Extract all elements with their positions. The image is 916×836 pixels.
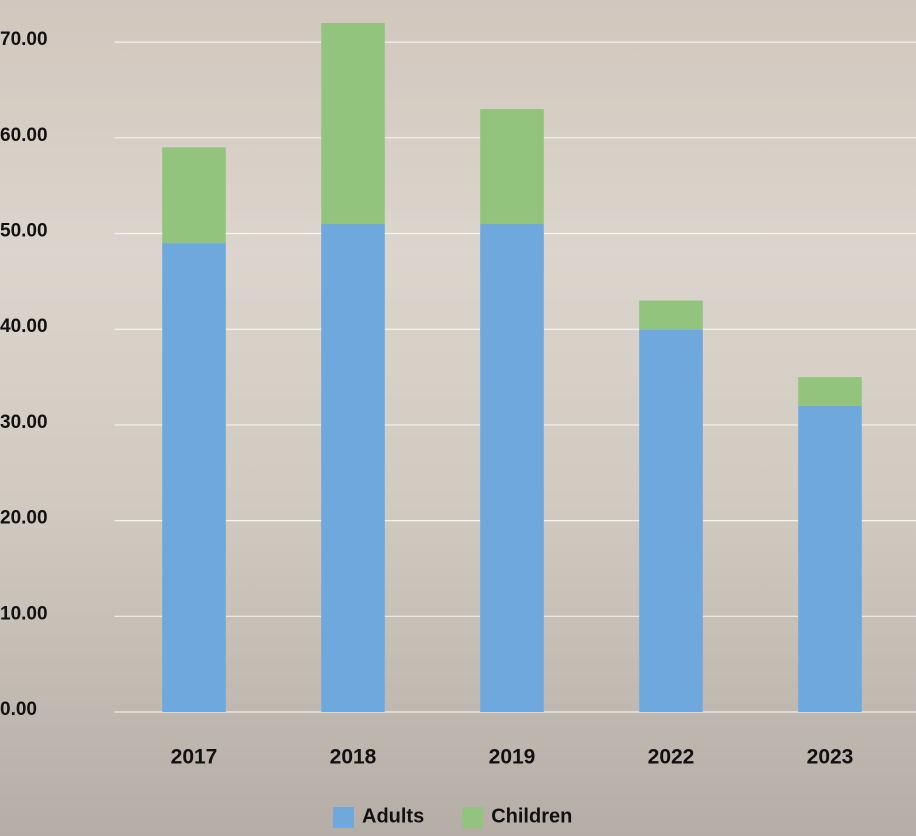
- bar-segment: [162, 243, 226, 712]
- legend-swatch: [462, 807, 484, 828]
- y-tick-label: 60.00: [0, 125, 48, 146]
- y-tick-label: 20.00: [0, 508, 48, 529]
- bar-segment: [639, 329, 703, 712]
- x-tick-label: 2019: [489, 746, 536, 769]
- bar-segment: [798, 405, 862, 712]
- y-tick-label: 0.00: [0, 699, 37, 720]
- x-tick-label: 2017: [171, 746, 218, 769]
- y-tick-label: 40.00: [0, 316, 48, 337]
- bar-segment: [162, 147, 226, 244]
- x-tick-label: 2023: [807, 746, 854, 769]
- y-tick-label: 30.00: [0, 412, 48, 433]
- legend-label: Children: [491, 805, 572, 827]
- x-tick-label: 2022: [648, 746, 695, 769]
- bar-segment: [480, 109, 544, 224]
- bar-segment: [321, 23, 385, 224]
- bar-segment: [321, 223, 385, 713]
- y-tick-label: 10.00: [0, 603, 48, 624]
- legend-swatch: [333, 807, 354, 828]
- bar-segment: [798, 377, 862, 406]
- y-tick-label: 70.00: [0, 29, 48, 50]
- x-tick-label: 2018: [330, 746, 377, 769]
- bar-segment: [480, 223, 544, 713]
- y-tick-label: 50.00: [0, 221, 48, 242]
- legend-label: Adults: [362, 805, 424, 827]
- bar-segment: [639, 300, 703, 330]
